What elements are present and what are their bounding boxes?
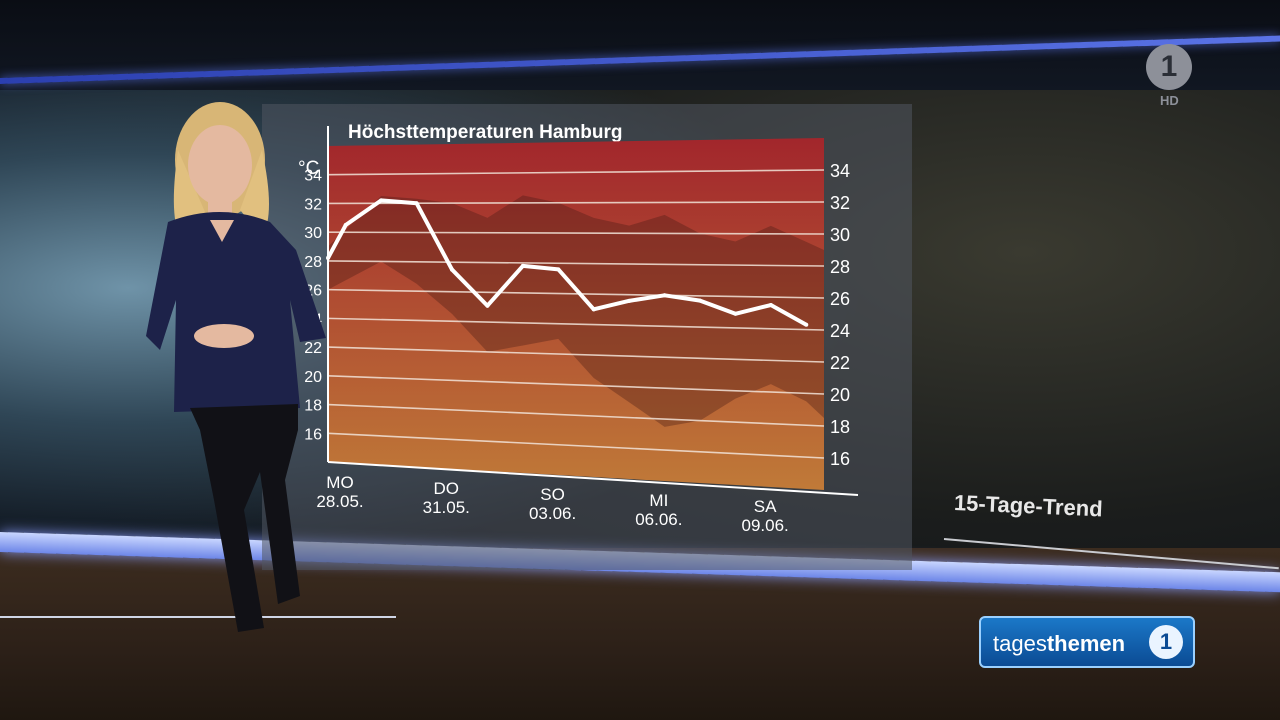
y-tick-label-right: 26 (830, 289, 850, 309)
hd-label: HD (1160, 93, 1179, 108)
y-tick-label-left: 30 (304, 225, 322, 242)
y-tick-label-left: 22 (304, 340, 322, 357)
y-tick-label-left: 16 (304, 426, 322, 443)
data-point (627, 298, 632, 303)
x-tick-date: 06.06. (635, 510, 682, 529)
y-tick-label-left: 18 (304, 398, 322, 415)
x-tick-date: 03.06. (529, 504, 576, 523)
data-point (343, 223, 348, 228)
gridline (327, 231, 825, 235)
data-point (768, 303, 773, 308)
temperature-range-band (328, 195, 824, 427)
x-tick-day: MO (326, 473, 353, 492)
y-tick-label-right: 16 (830, 449, 850, 469)
y-tick-label-right: 24 (830, 321, 850, 341)
show-name-light: tages (993, 631, 1047, 656)
y-tick-label-right: 20 (830, 385, 850, 405)
x-tick-day: MI (649, 491, 668, 510)
gridline (327, 317, 825, 331)
x-tick-day: SA (754, 497, 777, 516)
gridline (327, 169, 825, 176)
data-point (804, 322, 809, 327)
y-tick-label-left: 20 (304, 369, 322, 386)
gridline (327, 346, 825, 363)
gridline (327, 288, 825, 299)
ard-badge-icon: 1 (1149, 625, 1183, 659)
floor-marker-line (0, 616, 396, 618)
axis-layer: °C34323028262422201816343230282624222018… (298, 126, 859, 535)
y-tick-label-right: 28 (830, 257, 850, 277)
data-point (733, 311, 738, 316)
data-point (485, 303, 490, 308)
x-tick-date: 31.05. (423, 498, 470, 517)
data-point (556, 267, 561, 272)
x-tick-day: SO (540, 485, 565, 504)
y-tick-label-right: 34 (830, 161, 850, 181)
y-tick-label-right: 18 (830, 417, 850, 437)
data-point (662, 293, 667, 298)
x-axis-line (327, 461, 859, 496)
gridline (327, 260, 825, 267)
data-point (591, 307, 596, 312)
tagesthemen-logo: tagesthemen 1 (979, 616, 1195, 668)
ard-logo-icon: 1 (1146, 44, 1192, 90)
data-point (414, 201, 419, 206)
data-point (520, 263, 525, 268)
show-name-bold: themen (1046, 631, 1126, 656)
y-tick-label-right: 22 (830, 353, 850, 373)
x-tick-day: DO (434, 479, 460, 498)
data-point (379, 198, 384, 203)
gridline (327, 403, 825, 427)
chart-title: Höchsttemperaturen Hamburg (348, 122, 623, 143)
y-tick-label-right: 30 (830, 225, 850, 245)
y-axis-unit: °C (298, 158, 319, 179)
plot-layer (326, 138, 825, 490)
y-tick-label-left: 34 (304, 168, 322, 185)
y-tick-label-right: 32 (830, 193, 850, 213)
show-name: tagesthemen (993, 631, 1125, 657)
data-point (450, 267, 454, 272)
data-point (698, 298, 702, 303)
gridline (327, 375, 825, 395)
y-tick-label-left: 32 (304, 196, 322, 213)
y-tick-label-left: 28 (304, 254, 322, 271)
plot-area (328, 138, 824, 490)
x-tick-date: 09.06. (742, 516, 789, 535)
gridline (327, 432, 825, 459)
x-tick-date: 28.05. (316, 492, 363, 511)
